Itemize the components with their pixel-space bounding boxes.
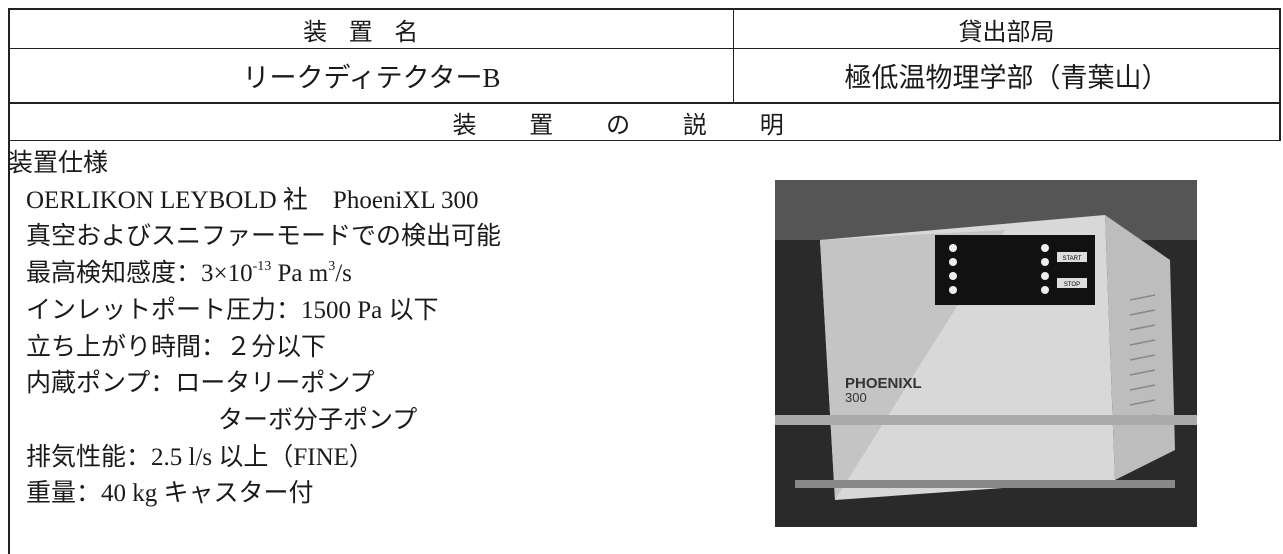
border xyxy=(733,8,734,104)
header-cell: 貸出部局 xyxy=(958,19,1055,46)
superscript: -13 xyxy=(252,259,272,275)
photo-brand: PHOENIXL xyxy=(845,375,922,392)
spec-line: 最高検知感度：3×10-13 Pa m3/s xyxy=(8,256,501,293)
photo-button: STOP xyxy=(1064,282,1080,288)
photo-model: 300 xyxy=(845,390,867,405)
spec-line: 排気性能：2.5 l/s 以上（FINE） xyxy=(26,443,374,471)
spec-line: ターボ分子ポンプ xyxy=(218,406,418,434)
device-name: リークディテクターB xyxy=(242,63,501,93)
border xyxy=(8,8,1281,10)
device-photo: START STOP PHOENIXL 300 xyxy=(775,180,1197,527)
spec-line: 立ち上がり時間：２分以下 xyxy=(26,333,327,361)
photo-button: START xyxy=(1062,256,1081,262)
spec-line: 内蔵ポンプ：ロータリーポンプ xyxy=(26,370,375,398)
spec-line: インレットポート圧力：1500 Pa 以下 xyxy=(26,296,439,324)
department: 極低温物理学部（青葉山） xyxy=(844,63,1169,93)
spec-line: 重量：40 kg キャスター付 xyxy=(26,480,314,508)
text-run: /s xyxy=(335,260,352,288)
header-cell: 装置名 xyxy=(303,19,440,46)
spec-line: 真空およびスニファーモードでの検出可能 xyxy=(26,223,502,251)
border xyxy=(8,48,1281,49)
specs-title: 装置仕様 xyxy=(8,150,109,177)
section-label: 装置の説明 xyxy=(452,112,837,139)
border xyxy=(1279,8,1281,141)
spec-line: OERLIKON LEYBOLD 社 PhoeniXL 300 xyxy=(26,186,479,214)
superscript: 3 xyxy=(328,259,336,275)
border xyxy=(8,140,1281,141)
text-run: 最高検知感度：3×10 xyxy=(26,260,253,288)
border xyxy=(8,102,1281,104)
border xyxy=(8,8,10,554)
specs: 装置仕様 OERLIKON LEYBOLD 社 PhoeniXL 300 真空およ… xyxy=(8,146,501,513)
text-run: Pa m xyxy=(271,260,329,288)
